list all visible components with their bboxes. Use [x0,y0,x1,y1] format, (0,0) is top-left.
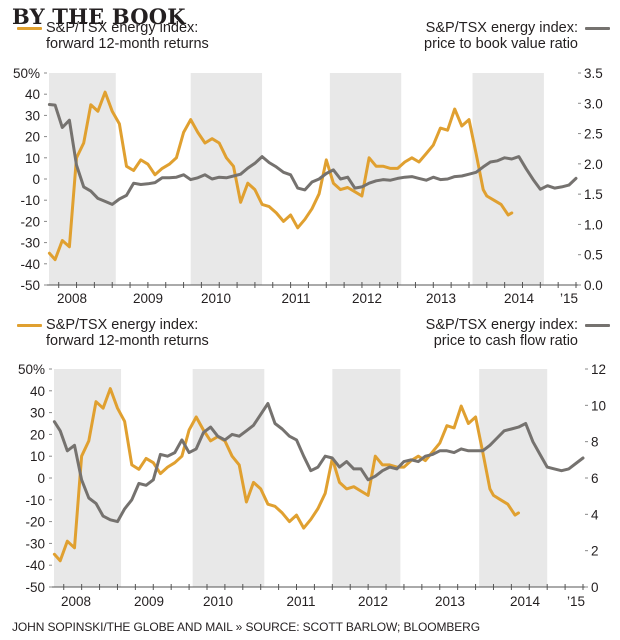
y-left-tick-label: -10 [20,193,40,208]
y-left-tick-label: 50% [18,362,45,377]
x-tick-label: 2012 [352,291,382,306]
y-left-tick-label: 30 [30,406,45,421]
y-right-tick-label: 6 [591,471,599,486]
y-left-tick-label: -20 [25,515,45,530]
y-right-tick-label: 10 [591,398,606,413]
y-right-tick-label: 2 [591,544,599,559]
series-line-ratio [52,402,585,524]
y-left-tick-label: 50% [13,66,40,81]
shaded-period [479,369,548,587]
y-left-tick-label: 30 [25,108,40,123]
y-right-tick-label: 3.5 [584,66,603,81]
shaded-period [192,369,265,587]
x-tick-label: 2008 [61,594,91,609]
y-right-tick-label: 0.5 [584,248,603,263]
x-tick-label: 2012 [358,594,388,609]
legend-text-line2: forward 12-month returns [46,36,209,52]
series-line-returns [52,387,520,563]
y-left-tick-label: -10 [25,493,45,508]
legend-text-line2: forward 12-month returns [46,333,209,349]
x-tick-label: 2014 [510,594,541,609]
legend-text-line1: S&P/TSX energy index: [46,317,199,333]
y-left-tick-label: 20 [30,427,45,442]
legend-swatch-ratio [585,27,610,30]
legend-text-line2: price to book value ratio [424,36,578,52]
y-left-tick-label: -20 [20,214,40,229]
x-tick-label: ’15 [560,291,578,306]
legend-text-line2: price to cash flow ratio [433,333,578,349]
y-left-tick-label: 40 [30,384,45,399]
x-tick-label: 2010 [203,594,233,609]
y-right-tick-label: 8 [591,435,599,450]
y-right-tick-label: 1.5 [584,187,603,202]
legend-pb-top: S&P/TSX energy index: price to book valu… [424,20,610,52]
x-tick-label: 2009 [133,291,163,306]
x-tick-label: 2008 [57,291,87,306]
chart-title: BY THE BOOK [12,4,186,29]
y-right-tick-label: 3.0 [584,96,603,111]
legend-text-line1: S&P/TSX energy index: [425,317,578,333]
y-left-tick-label: 40 [25,87,40,102]
y-right-tick-label: 12 [591,362,606,377]
legend-text-line1: S&P/TSX energy index: [46,20,199,36]
x-tick-label: 2011 [286,594,315,609]
y-left-tick-label: -30 [20,236,40,251]
legend-swatch-returns [17,27,42,30]
x-tick-label: 2013 [426,291,456,306]
y-left-tick-label: 0 [32,172,40,187]
y-right-tick-label: 1.0 [584,217,603,232]
y-left-tick-label: -30 [25,536,45,551]
y-right-tick-label: 2.5 [584,127,603,142]
x-tick-label: 2013 [435,594,465,609]
legend-swatch-ratio [585,324,610,327]
y-left-tick-label: 10 [30,449,45,464]
y-left-tick-label: 0 [37,471,45,486]
y-left-tick-label: -50 [25,580,45,595]
x-tick-label: 2010 [201,291,231,306]
y-right-tick-label: 0.0 [584,278,603,293]
x-tick-label: 2014 [504,291,535,306]
y-left-tick-label: -50 [20,278,40,293]
series-line-ratio [47,103,578,206]
y-right-tick-label: 2.0 [584,157,603,172]
legend-returns-top: S&P/TSX energy index: forward 12-month r… [17,20,209,52]
legend-returns-bottom: S&P/TSX energy index: forward 12-month r… [17,317,209,349]
series-line-returns [47,90,514,262]
y-right-tick-label: 0 [591,580,599,595]
x-tick-label: 2011 [281,291,310,306]
y-left-tick-label: 10 [25,151,40,166]
y-left-tick-label: -40 [25,558,45,573]
x-tick-label: ’15 [567,594,585,609]
y-left-tick-label: -40 [20,257,40,272]
footer-credit: JOHN SOPINSKI/THE GLOBE AND MAIL » SOURC… [12,620,480,634]
x-tick-label: 2009 [134,594,164,609]
legend-pcf-bottom: S&P/TSX energy index: price to cash flow… [425,317,610,349]
y-left-tick-label: 20 [25,130,40,145]
legend-swatch-returns [17,324,42,327]
y-right-tick-label: 4 [591,507,599,522]
legend-text-line1: S&P/TSX energy index: [425,20,578,36]
